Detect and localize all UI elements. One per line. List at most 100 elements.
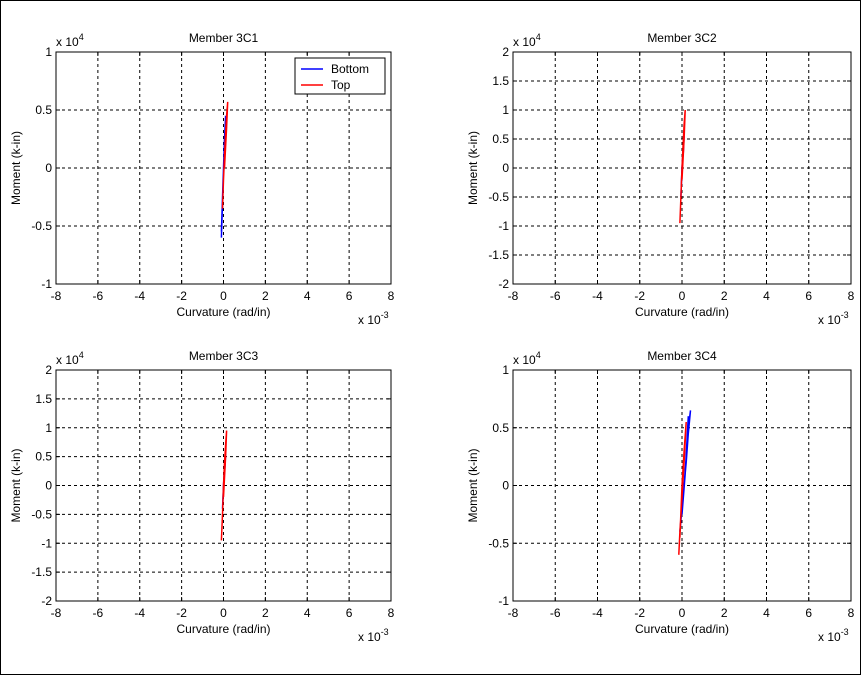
y-tick-label: 1	[45, 421, 52, 435]
y-exponent-label: x 104	[513, 32, 541, 49]
y-axis-label: Moment (k-in)	[466, 131, 480, 205]
x-tick-label: 0	[679, 289, 686, 303]
x-tick-label: 2	[262, 289, 269, 303]
x-tick-label: -8	[51, 289, 62, 303]
legend: Bottom Top	[294, 57, 386, 95]
x-tick-label: -2	[634, 606, 645, 620]
y-tick-label: 1.5	[492, 74, 509, 88]
x-exponent-power: -3	[841, 310, 849, 320]
x-tick-label: 8	[848, 289, 855, 303]
x-tick-label: 4	[304, 606, 311, 620]
y-tick-label: -1	[498, 594, 509, 608]
x-tick-label: -4	[134, 606, 145, 620]
x-tick-label: -8	[508, 606, 519, 620]
series-line-top	[679, 109, 686, 224]
x-axis-label: Curvature (rad/in)	[176, 305, 270, 319]
y-tick-label: 0.5	[492, 421, 509, 435]
y-tick-label: 0	[45, 479, 52, 493]
y-tick-label: -1	[41, 277, 52, 291]
y-tick-label: 1	[45, 45, 52, 59]
y-tick-label: 1	[502, 363, 509, 377]
x-tick-label: 6	[346, 606, 353, 620]
x-tick-label: -8	[51, 606, 62, 620]
y-tick-label: -2	[41, 594, 52, 608]
x-tick-label: -2	[176, 289, 187, 303]
y-tick-label: 0.5	[35, 103, 52, 117]
y-tick-label: 1	[502, 103, 509, 117]
y-tick-label: 0.5	[492, 132, 509, 146]
x-tick-label: -8	[508, 289, 519, 303]
x-tick-label: 6	[346, 289, 353, 303]
subplot-3: -8 -6 -4 -2 0 2 4 6 8 -2 -1.5 -1 -0.5 0 0.5 1 1.5 2 Member…	[9, 349, 395, 644]
x-exponent-power: -3	[381, 310, 389, 320]
x-axis-label: Curvature (rad/in)	[635, 622, 729, 636]
legend-entry-top: Top	[331, 78, 351, 92]
y-exponent-label: x 104	[56, 32, 84, 49]
y-exponent-base: x 10	[513, 353, 536, 367]
x-tick-label: 8	[388, 606, 395, 620]
x-axis-label: Curvature (rad/in)	[176, 622, 270, 636]
x-tick-label: -6	[93, 606, 104, 620]
y-exponent-power: 4	[536, 32, 541, 42]
x-tick-label: 0	[220, 289, 227, 303]
y-tick-label: 2	[502, 45, 509, 59]
x-tick-label: 2	[721, 289, 728, 303]
x-tick-label: 6	[805, 606, 812, 620]
x-tick-label: -6	[550, 289, 561, 303]
y-exponent-label: x 104	[56, 350, 84, 367]
x-tick-label: 4	[763, 606, 770, 620]
y-tick-label: -2	[498, 277, 509, 291]
y-exponent-power: 4	[536, 350, 541, 360]
x-tick-label: 0	[679, 606, 686, 620]
x-tick-label: 4	[304, 289, 311, 303]
x-tick-label: 8	[388, 289, 395, 303]
series-line-bottom	[679, 410, 692, 532]
y-tick-label: -0.5	[31, 507, 52, 521]
y-tick-label: 0	[502, 161, 509, 175]
x-tick-label: 8	[848, 606, 855, 620]
y-axis-label: Moment (k-in)	[466, 448, 480, 522]
legend-entry-bottom: Bottom	[331, 62, 369, 76]
series-line-top	[678, 421, 687, 555]
y-tick-label: -0.5	[31, 219, 52, 233]
x-tick-label: 6	[805, 289, 812, 303]
y-tick-label: 0	[502, 479, 509, 493]
y-exponent-base: x 10	[513, 35, 536, 49]
x-exponent-base: x 10	[358, 630, 381, 644]
y-tick-label: -1.5	[488, 248, 509, 262]
x-tick-label: -4	[592, 606, 603, 620]
y-exponent-power: 4	[79, 350, 84, 360]
y-axis-label: Moment (k-in)	[9, 448, 23, 522]
y-tick-label: 1.5	[35, 392, 52, 406]
x-tick-label: 2	[262, 606, 269, 620]
chart-title: Member 3C4	[647, 349, 717, 363]
x-exponent-label: x 10-3	[358, 310, 389, 327]
x-tick-label: -6	[550, 606, 561, 620]
x-exponent-power: -3	[381, 627, 389, 637]
y-tick-label: -0.5	[488, 190, 509, 204]
x-axis-label: Curvature (rad/in)	[635, 305, 729, 319]
subplot-4: -8 -6 -4 -2 0 2 4 6 8 -1 -0.5 0 0.5 1 Member 3C4 Curvat…	[466, 349, 855, 644]
series-line-top	[221, 101, 229, 209]
x-tick-label: 0	[220, 606, 227, 620]
x-tick-label: -6	[93, 289, 104, 303]
y-tick-label: -1	[498, 219, 509, 233]
y-exponent-label: x 104	[513, 350, 541, 367]
subplot-1: -8 -6 -4 -2 0 2 4 6 8 -1 -0.5 0 0.5 1 Member 3C1 Curvat…	[9, 31, 395, 327]
x-exponent-label: x 10-3	[818, 627, 849, 644]
y-exponent-base: x 10	[56, 353, 79, 367]
y-tick-label: 2	[45, 363, 52, 377]
x-exponent-power: -3	[841, 627, 849, 637]
x-tick-label: 2	[721, 606, 728, 620]
y-exponent-base: x 10	[56, 35, 79, 49]
x-exponent-base: x 10	[358, 313, 381, 327]
legend-box	[294, 57, 386, 95]
x-tick-label: -4	[134, 289, 145, 303]
y-tick-label: -1	[41, 536, 52, 550]
x-exponent-label: x 10-3	[818, 310, 849, 327]
y-axis-label: Moment (k-in)	[9, 131, 23, 205]
chart-title: Member 3C2	[647, 31, 717, 45]
x-exponent-base: x 10	[818, 313, 841, 327]
y-tick-label: 0.5	[35, 450, 52, 464]
y-tick-label: -1.5	[31, 565, 52, 579]
